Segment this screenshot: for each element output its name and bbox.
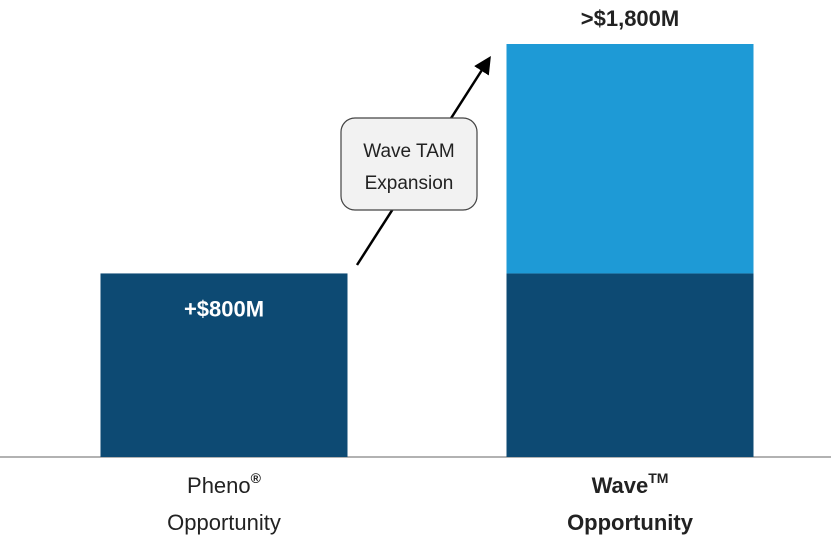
bar-segment	[506, 44, 754, 274]
x-tick-label: Opportunity	[567, 510, 694, 535]
x-tick-label: WaveTM	[592, 470, 669, 498]
bar-segment	[100, 273, 348, 457]
annotation-text: Expansion	[365, 173, 454, 194]
category-name: Pheno	[187, 473, 251, 498]
value-label: +$800M	[184, 296, 264, 321]
x-tick-label: Pheno®	[187, 470, 262, 498]
category-name: Wave	[592, 473, 649, 498]
annotation-box	[340, 117, 478, 211]
x-tick-label: Opportunity	[167, 510, 281, 535]
total-label: >$1,800M	[581, 6, 679, 31]
category-mark: ®	[251, 470, 262, 486]
annotation-text: Wave TAM	[363, 141, 455, 162]
bar-segment	[506, 273, 754, 457]
category-mark: TM	[648, 470, 668, 486]
